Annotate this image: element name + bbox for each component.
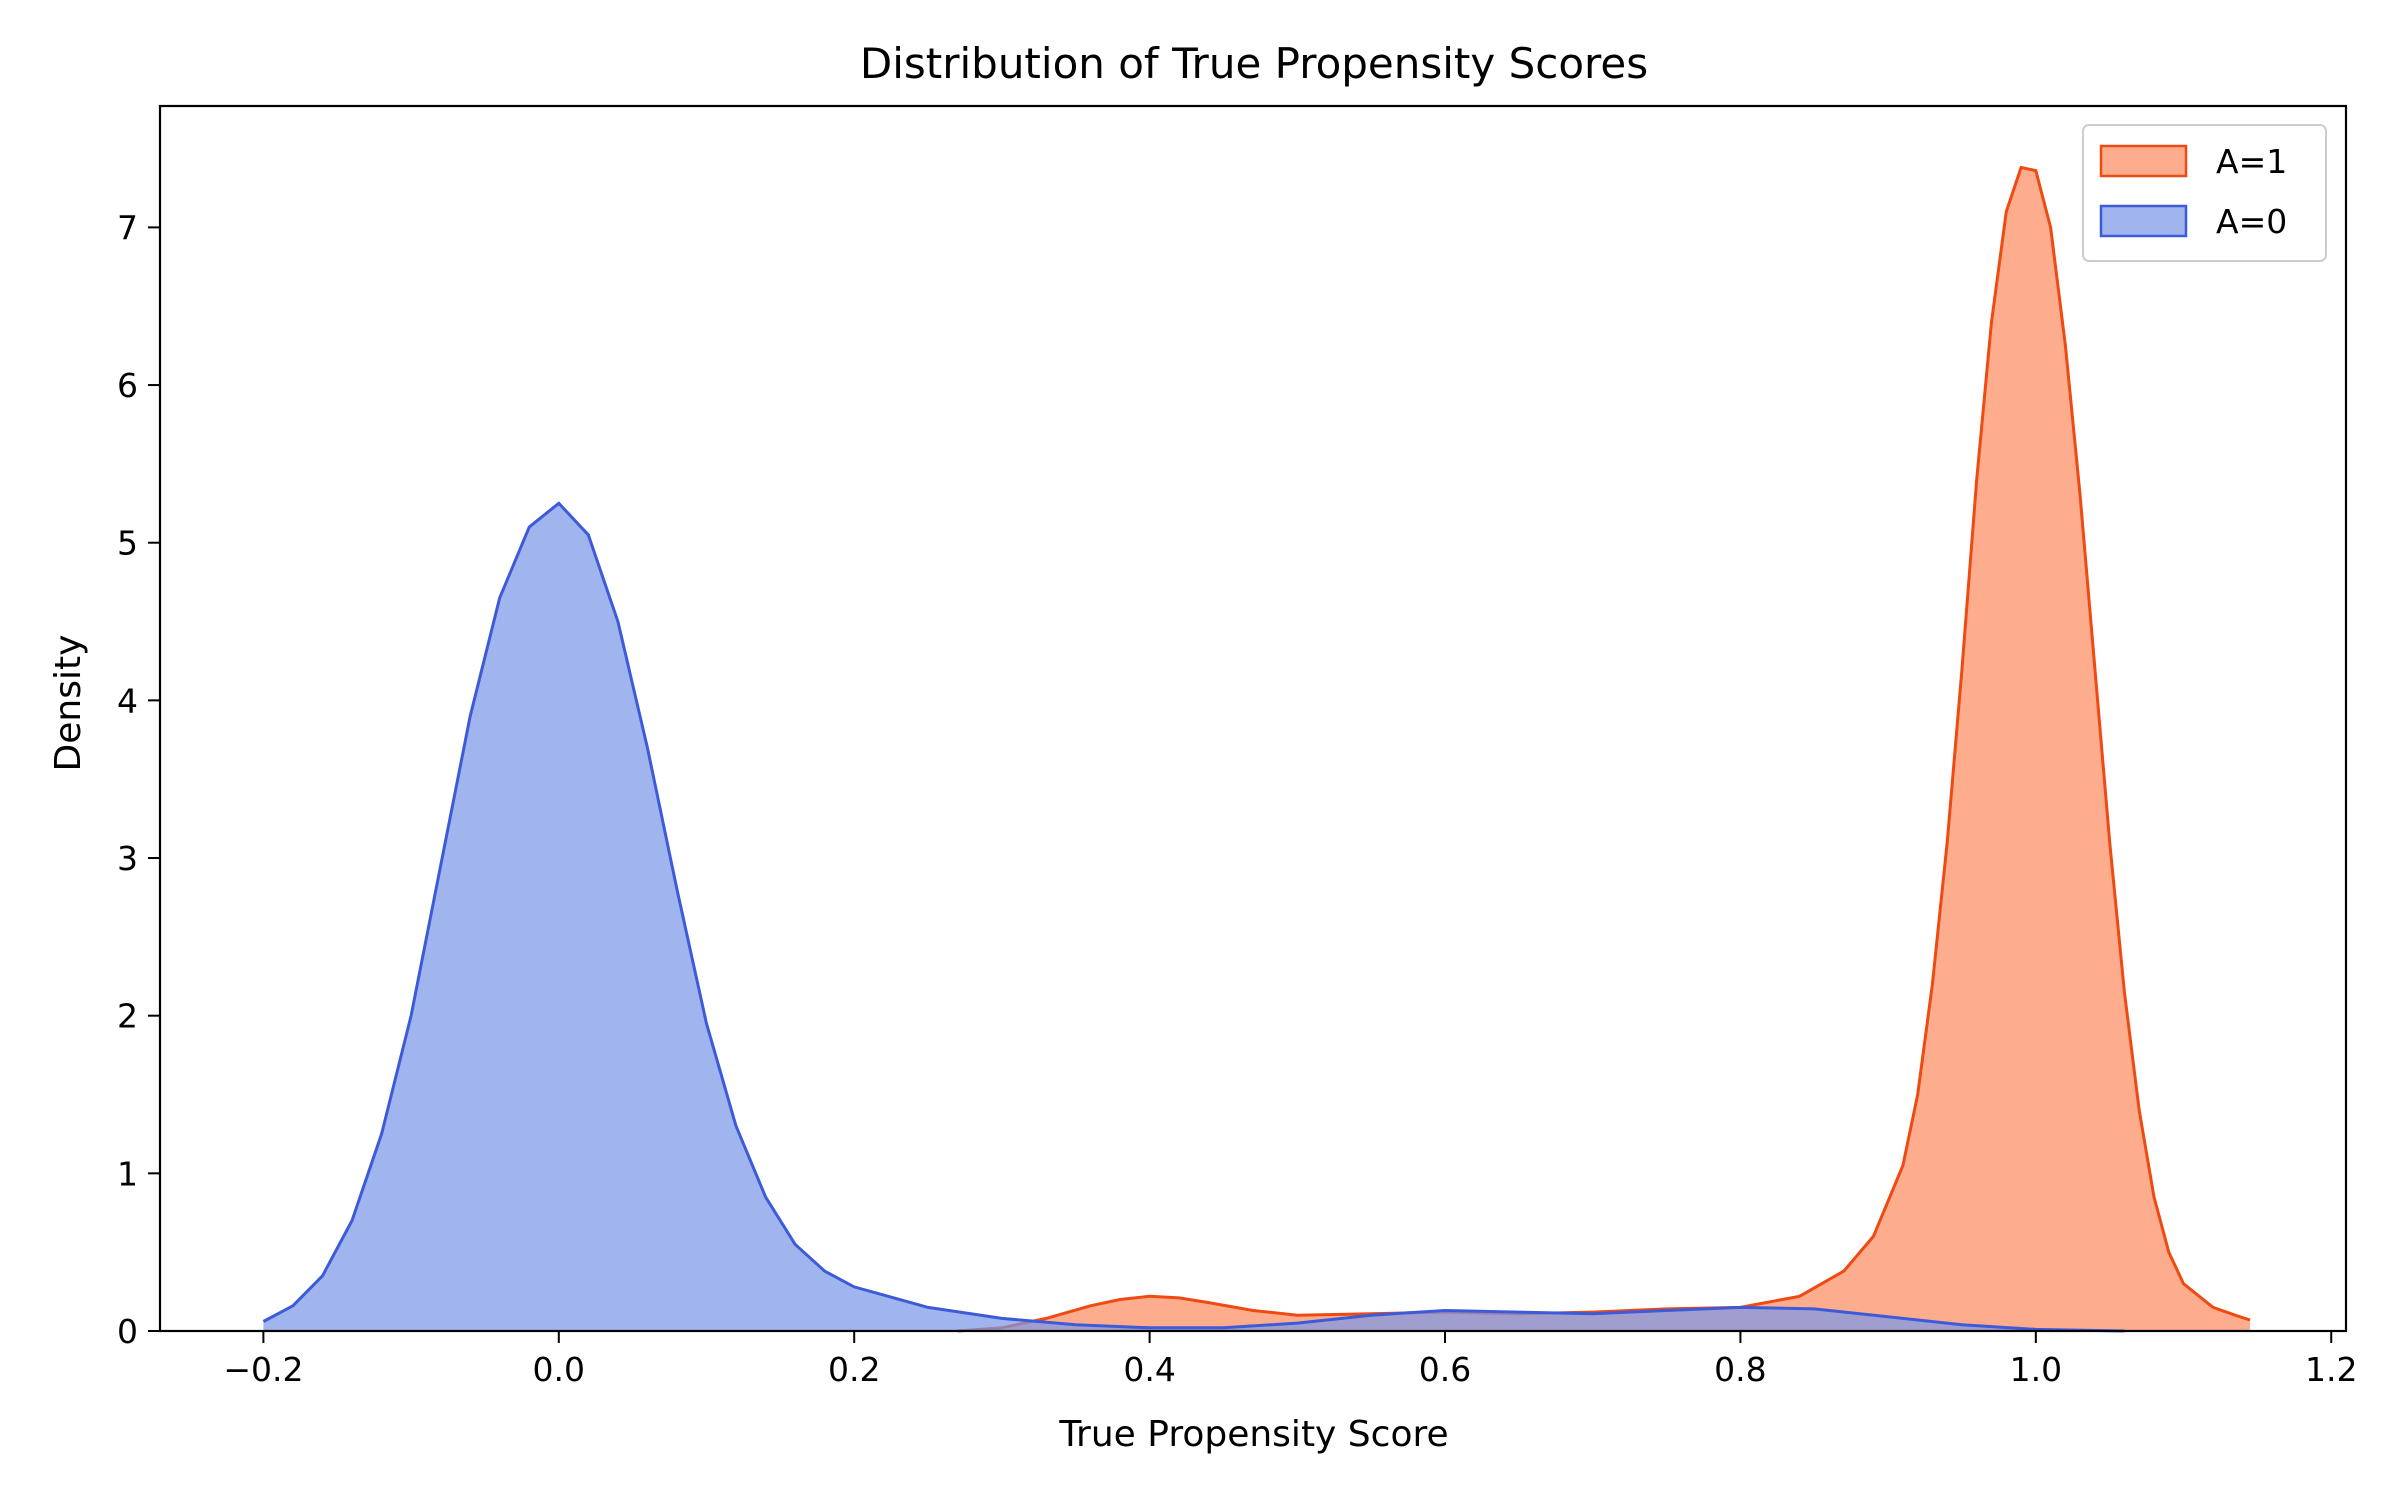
plot-area [262,165,2251,1333]
legend: A=1 A=0 [2082,124,2327,262]
x-axis-label: True Propensity Score [1058,1414,1448,1455]
legend-label: A=1 [2216,142,2287,181]
series-a1-area [957,167,2250,1331]
x-tick-label: 1.0 [2010,1350,2062,1389]
legend-label: A=0 [2216,202,2287,241]
y-tick-label: 6 [117,366,138,405]
y-tick-label: 0 [117,1312,138,1351]
legend-swatch [2099,204,2188,238]
x-tick-label: 0.2 [828,1350,880,1389]
y-tick-label: 2 [117,997,138,1036]
series-a0-area [263,503,2125,1331]
axes: −0.2 0.0 0.2 0.4 0.6 0.8 1.0 1.2 0 1 2 3 4 5 6 7 [117,104,2357,1389]
axes-frame [158,104,2348,1333]
y-tick-label: 4 [117,681,138,720]
x-tick-label: 0.8 [1714,1350,1766,1389]
y-axis-label: Density [48,635,89,772]
x-tick-label: −0.2 [223,1350,303,1389]
y-tick-label: 1 [117,1154,138,1193]
legend-swatch [2099,144,2188,178]
series-a1-line [957,165,2251,1333]
series-a0-line [262,501,2125,1333]
x-tick-label: 0.4 [1123,1350,1175,1389]
x-tick-label: 1.2 [2305,1350,2357,1389]
y-tick-label: 5 [117,524,138,563]
y-tick-label: 3 [117,839,138,878]
chart-title: Distribution of True Propensity Scores [860,39,1648,88]
y-tick-label: 7 [117,208,138,247]
x-tick-label: 0.0 [533,1350,585,1389]
x-tick-label: 0.6 [1419,1350,1471,1389]
